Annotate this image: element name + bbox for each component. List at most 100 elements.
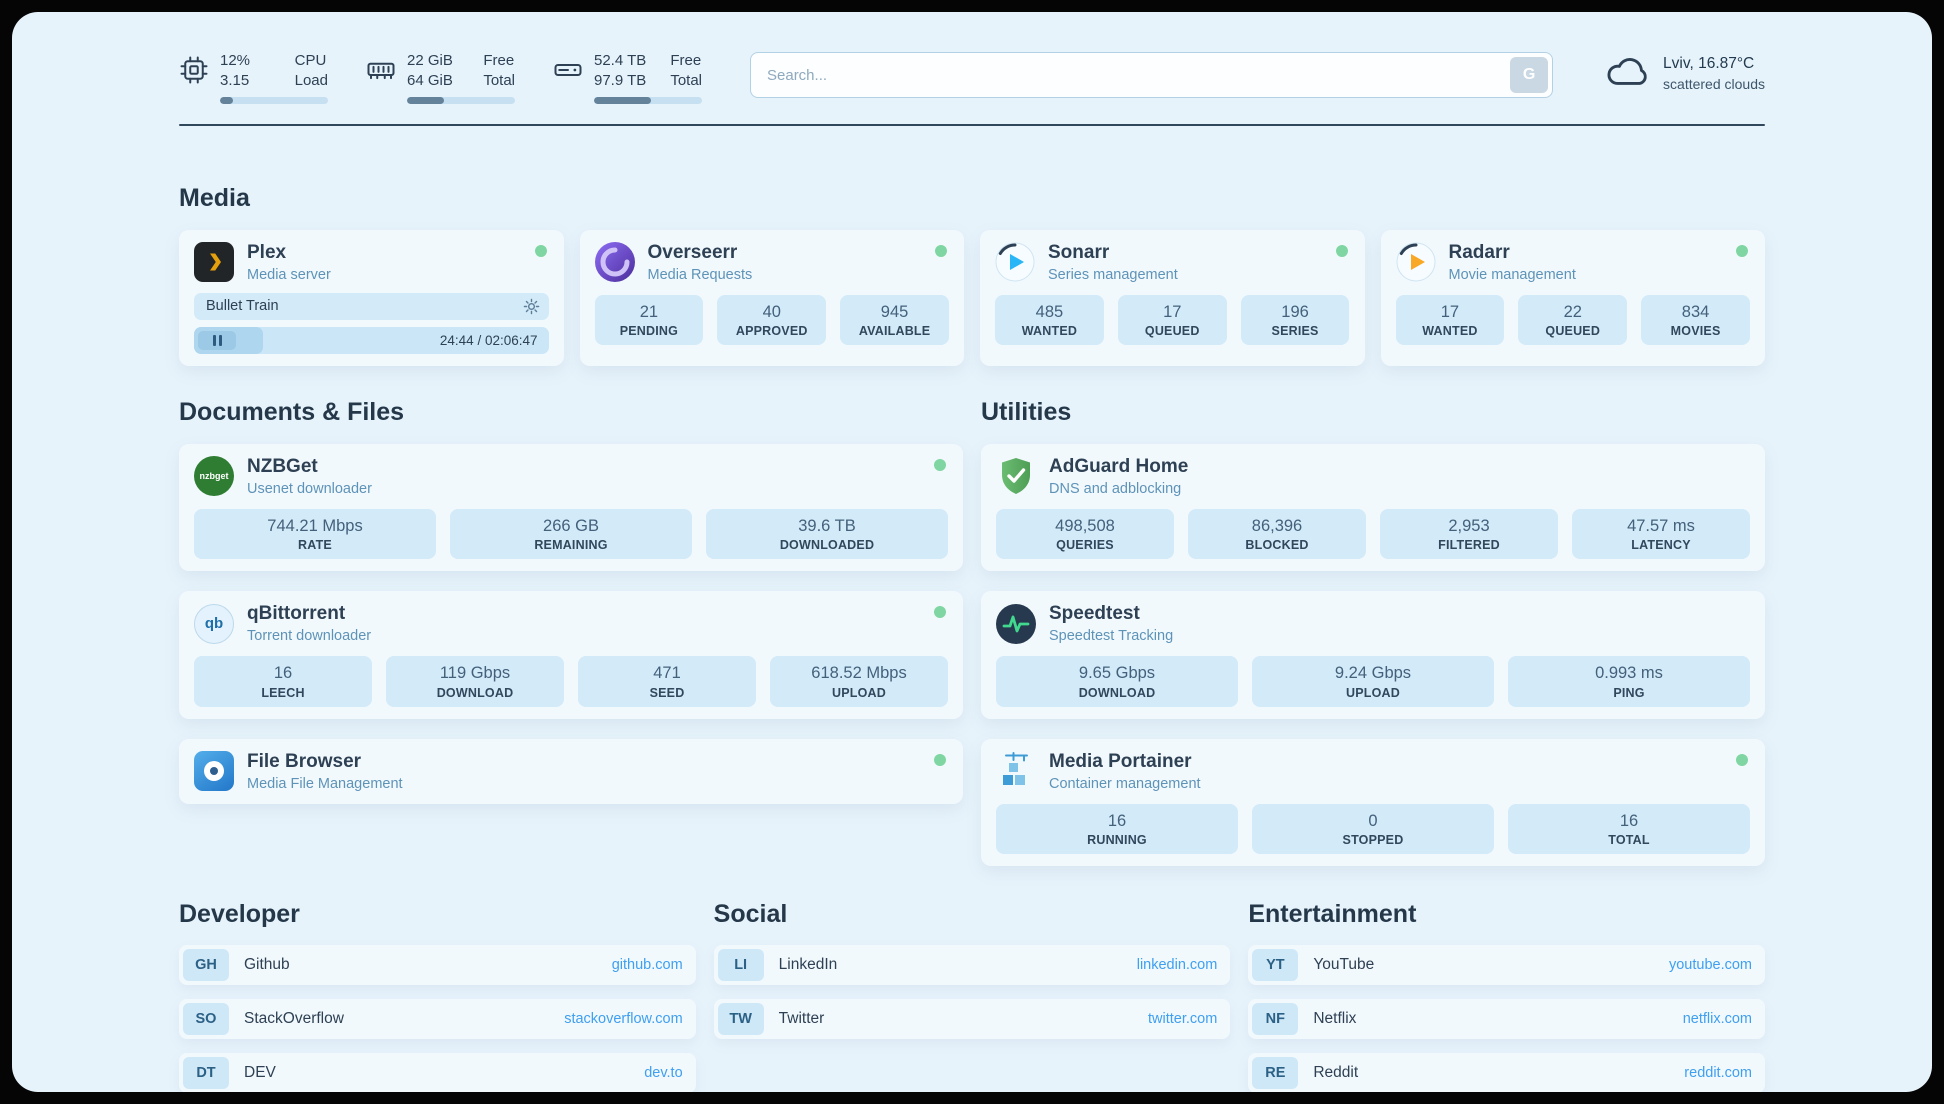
stat-filtered: 2,953 FILTERED <box>1380 508 1558 560</box>
gear-icon[interactable] <box>523 298 540 315</box>
stat-wanted: 485 WANTED <box>995 294 1104 346</box>
bookmark-abbr: YT <box>1252 949 1299 982</box>
bookmark-name: Netflix <box>1313 1010 1357 1028</box>
stat-value: 16 <box>273 664 293 683</box>
cpu-usage-value: 12% <box>220 52 251 69</box>
stat-value: 9.24 Gbps <box>1334 664 1412 683</box>
disk-total-label: Total <box>670 72 702 89</box>
now-playing-title: Bullet Train <box>206 298 279 315</box>
stat-value: 498,508 <box>1055 516 1115 535</box>
search-engine-button[interactable]: G <box>1510 57 1549 93</box>
bookmark-reddit[interactable]: RE Reddit reddit.com <box>1248 1053 1765 1092</box>
stat-label: RUNNING <box>1087 833 1147 848</box>
stat-queries: 498,508 QUERIES <box>996 508 1174 560</box>
plex-card[interactable]: Plex Media server Bullet Train <box>179 230 564 366</box>
stat-seed: 471 SEED <box>578 656 756 707</box>
ram-metric: 22 GiB Free 64 GiB Total <box>366 52 515 104</box>
stat-upload: 9.24 Gbps UPLOAD <box>1252 656 1494 707</box>
status-dot <box>934 458 946 471</box>
sonarr-icon <box>995 242 1035 282</box>
bookmark-github[interactable]: GH Github github.com <box>179 945 696 986</box>
bookmark-name: DEV <box>244 1064 276 1082</box>
portainer-card[interactable]: Media Portainer Container management 16 … <box>981 738 1765 867</box>
ram-free-label: Free <box>483 52 515 69</box>
stat-value: 2,953 <box>1448 516 1490 535</box>
bookmarks-sections: Developer GH Github github.com SO StackO… <box>179 900 1765 1092</box>
stat-value: 485 <box>1035 302 1064 321</box>
stat-label: QUERIES <box>1056 538 1114 553</box>
bookmark-name: Github <box>244 956 290 974</box>
stat-value: 196 <box>1281 302 1309 321</box>
service-name: Sonarr <box>1048 242 1110 263</box>
stat-downloaded: 39.6 TB DOWNLOADED <box>706 508 948 560</box>
nzbget-card[interactable]: nzbget NZBGet Usenet downloader 744.21 M… <box>179 443 963 572</box>
stat-approved: 40 APPROVED <box>717 294 827 346</box>
sonarr-card[interactable]: Sonarr Series management 485 WANTED 17 Q… <box>980 230 1365 366</box>
service-subtitle: Usenet downloader <box>247 480 372 497</box>
service-subtitle: Torrent downloader <box>247 628 372 645</box>
disk-free-value: 52.4 TB <box>594 52 647 69</box>
bookmark-youtube[interactable]: YT YouTube youtube.com <box>1248 945 1765 986</box>
service-subtitle: DNS and adblocking <box>1049 480 1182 497</box>
service-subtitle: Container management <box>1049 775 1201 792</box>
cpu-icon <box>179 55 209 104</box>
nzbget-icon: nzbget <box>194 456 234 497</box>
utilities-heading: Utilities <box>981 397 1072 426</box>
service-subtitle: Speedtest Tracking <box>1049 628 1174 645</box>
stat-value: 9.65 Gbps <box>1078 664 1156 683</box>
speedtest-card[interactable]: Speedtest Speedtest Tracking 9.65 Gbps D… <box>981 591 1765 719</box>
stat-label: DOWNLOADED <box>779 538 875 553</box>
search-input[interactable] <box>750 52 1554 98</box>
ram-progress-bar <box>407 97 515 104</box>
bookmark-abbr: NF <box>1252 1003 1299 1036</box>
status-dot <box>934 606 946 619</box>
stat-available: 945 AVAILABLE <box>840 294 949 346</box>
service-name: AdGuard Home <box>1049 455 1189 477</box>
stat-value: 0.993 ms <box>1595 664 1663 683</box>
bookmark-stackoverflow[interactable]: SO StackOverflow stackoverflow.com <box>179 999 696 1040</box>
playback-time: 24:44 / 02:06:47 <box>439 332 538 348</box>
documents-section: Documents & Files nzbget NZBGet Usenet d… <box>179 398 963 804</box>
bookmark-netflix[interactable]: NF Netflix netflix.com <box>1248 999 1765 1040</box>
stat-queued: 22 QUEUED <box>1518 294 1628 346</box>
bookmark-url: dev.to <box>644 1065 683 1082</box>
pause-button[interactable] <box>198 330 236 350</box>
stat-label: SERIES <box>1271 324 1319 339</box>
qbittorrent-icon: qb <box>194 603 234 644</box>
stat-stopped: 0 STOPPED <box>1252 803 1494 855</box>
stat-blocked: 86,396 BLOCKED <box>1188 508 1366 560</box>
bookmark-dev[interactable]: DT DEV dev.to <box>179 1053 696 1092</box>
service-subtitle: Media server <box>247 266 331 283</box>
bookmark-twitter[interactable]: TW Twitter twitter.com <box>713 999 1231 1040</box>
status-dot <box>1335 245 1348 257</box>
stat-label: AVAILABLE <box>858 324 931 339</box>
ram-free-value: 22 GiB <box>407 52 453 69</box>
qbittorrent-card[interactable]: qb qBittorrent Torrent downloader 16 LEE… <box>179 591 963 719</box>
social-section: Social LI LinkedIn linkedin.com TW Twitt… <box>713 900 1231 1040</box>
stat-value: 471 <box>653 664 681 683</box>
stat-label: REMAINING <box>534 538 608 553</box>
adguard-card[interactable]: AdGuard Home DNS and adblocking 498,508 … <box>981 443 1765 572</box>
nzbget-icon-text: nzbget <box>199 471 229 482</box>
ram-icon <box>366 55 396 104</box>
stat-label: MOVIES <box>1670 324 1721 339</box>
entertainment-section: Entertainment YT YouTube youtube.com NF … <box>1248 900 1765 1092</box>
bookmark-name: LinkedIn <box>778 956 838 974</box>
topbar: 12% CPU 3.15 Load <box>179 52 1765 104</box>
service-name: File Browser <box>247 750 362 772</box>
system-metrics: 12% CPU 3.15 Load <box>179 52 702 104</box>
overseerr-card[interactable]: Overseerr Media Requests 21 PENDING 40 A… <box>579 230 964 366</box>
filebrowser-card[interactable]: File Browser Media File Management <box>179 738 963 804</box>
playback-progress-bar[interactable]: 24:44 / 02:06:47 <box>194 326 549 354</box>
stat-label: STOPPED <box>1342 833 1404 848</box>
ram-total-value: 64 GiB <box>407 72 453 89</box>
entertainment-heading: Entertainment <box>1248 900 1417 929</box>
bookmark-url: youtube.com <box>1668 957 1752 974</box>
bookmark-url: github.com <box>611 957 683 974</box>
radarr-card[interactable]: Radarr Movie management 17 WANTED 22 QUE… <box>1380 230 1765 366</box>
bookmark-abbr: LI <box>717 949 764 982</box>
bookmark-linkedin[interactable]: LI LinkedIn linkedin.com <box>713 945 1231 986</box>
service-name: Speedtest <box>1049 603 1140 625</box>
cloud-icon <box>1605 54 1651 93</box>
stat-movies: 834 MOVIES <box>1641 294 1750 346</box>
